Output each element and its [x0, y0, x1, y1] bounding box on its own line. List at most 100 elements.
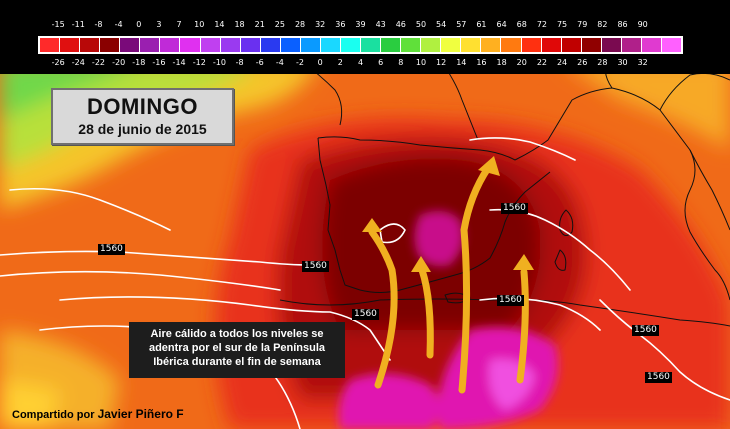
- title-box: DOMINGO 28 de junio de 2015: [51, 88, 234, 145]
- legend-swatch: [100, 38, 120, 52]
- legend-swatch: [340, 38, 360, 52]
- color-scale-legend: -15 -11 -8 -4 0 3 7 10 14 18 21 25 28 32 36 39 43 46 50 54 5…: [0, 0, 730, 74]
- legend-tick-label: 50: [415, 20, 427, 29]
- legend-tick-label: 25: [274, 20, 285, 29]
- legend-tick-label: 26: [577, 58, 588, 67]
- legend-tick-label: 57: [456, 20, 467, 29]
- legend-top-tick-labels: -15 -11 -8 -4 0 3 7 10 14 18 21 25 28 32 36 39 43 46 50 54 5…: [0, 20, 730, 32]
- legend-swatch: [581, 38, 601, 52]
- legend-swatch: [501, 38, 521, 52]
- legend-swatch: [641, 38, 661, 52]
- contour-label: 1560: [632, 325, 659, 336]
- title-day: DOMINGO: [86, 94, 199, 119]
- legend-tick-label: 24: [556, 58, 568, 67]
- annotation-line: Ibérica durante el fin de semana: [153, 356, 321, 368]
- legend-swatch: [200, 38, 220, 52]
- contour-label: 1560: [302, 261, 329, 272]
- contour-label: 1560: [501, 203, 528, 214]
- legend-swatch: [461, 38, 481, 52]
- legend-tick-label: -4: [275, 58, 284, 67]
- legend-tick-label: 39: [355, 20, 366, 29]
- legend-tick-label: 14: [456, 58, 467, 67]
- contour-label: 1560: [352, 309, 379, 320]
- legend-tick-label: -16: [152, 58, 166, 67]
- legend-swatch: [661, 38, 681, 52]
- legend-tick-label: 20: [516, 58, 527, 67]
- legend-tick-label: 32: [637, 58, 648, 67]
- legend-swatch: [481, 38, 501, 52]
- legend-tick-label: 64: [496, 20, 507, 29]
- legend-tick-label: 4: [357, 58, 364, 67]
- annotation-line: Aire cálido a todos los niveles se: [150, 328, 324, 340]
- legend-tick-label: 16: [476, 58, 487, 67]
- legend-swatch: [180, 38, 200, 52]
- legend-tick-label: 36: [335, 20, 346, 29]
- legend-swatch: [621, 38, 641, 52]
- legend-tick-label: 90: [637, 20, 648, 29]
- legend-tick-label: 21: [254, 20, 265, 29]
- legend-tick-label: 68: [516, 20, 527, 29]
- legend-tick-label: 46: [395, 20, 406, 29]
- legend-tick-label: 7: [176, 20, 182, 29]
- legend-tick-label: 75: [556, 20, 568, 29]
- legend-swatch: [220, 38, 240, 52]
- legend-swatch: [601, 38, 621, 52]
- legend-tick-label: 43: [375, 20, 386, 29]
- legend-bottom-tick-labels: -26 -24 -22 -20 -18 -16 -14 -12 -10 -8 -6 -4 -2 0 2 4 6 8…: [0, 58, 730, 70]
- legend-tick-label: 14: [214, 20, 225, 29]
- legend-swatch: [120, 38, 140, 52]
- legend-swatch: [521, 38, 541, 52]
- legend-tick-label: 12: [436, 58, 447, 67]
- legend-tick-label: 18: [496, 58, 507, 67]
- credit-name: Javier Piñero F: [97, 407, 184, 421]
- legend-tick-label: 32: [315, 20, 326, 29]
- legend-tick-label: 2: [337, 58, 343, 67]
- legend-tick-label: -2: [296, 58, 305, 67]
- legend-swatch: [320, 38, 340, 52]
- legend-swatch: [280, 38, 300, 52]
- legend-tick-label: 0: [136, 20, 142, 29]
- legend-tick-label: -4: [114, 20, 123, 29]
- legend-tick-label: 82: [597, 20, 608, 29]
- legend-tick-label: -8: [235, 58, 244, 67]
- legend-tick-label: -10: [212, 58, 226, 67]
- legend-tick-label: -22: [91, 58, 106, 67]
- credit-prefix: Compartido por: [12, 409, 95, 421]
- legend-tick-label: 8: [398, 58, 404, 67]
- legend-tick-label: -8: [94, 20, 103, 29]
- legend-swatch: [240, 38, 260, 52]
- legend-swatch: [80, 38, 100, 52]
- legend-tick-label: 10: [415, 58, 427, 67]
- legend-tick-label: 72: [536, 20, 547, 29]
- legend-swatch-bar: [38, 36, 683, 54]
- legend-tick-label: 6: [378, 58, 384, 67]
- contour-label: 1560: [645, 372, 672, 383]
- legend-swatch: [381, 38, 401, 52]
- legend-tick-label: -11: [71, 20, 85, 29]
- legend-swatch: [541, 38, 561, 52]
- credit-line: Compartido por Javier Piñero F: [12, 407, 184, 421]
- legend-swatch: [60, 38, 80, 52]
- legend-tick-label: 54: [436, 20, 447, 29]
- legend-swatch: [260, 38, 280, 52]
- legend-tick-label: -15: [51, 20, 65, 29]
- legend-tick-label: -24: [71, 58, 85, 67]
- legend-tick-label: -12: [192, 58, 206, 67]
- legend-tick-label: 22: [536, 58, 547, 67]
- legend-tick-label: 0: [317, 58, 323, 67]
- legend-tick-label: -26: [51, 58, 65, 67]
- annotation-box: Aire cálido a todos los niveles se adent…: [129, 322, 345, 378]
- legend-swatch: [561, 38, 581, 52]
- legend-swatch: [441, 38, 461, 52]
- title-date: 28 de junio de 2015: [78, 121, 207, 137]
- contour-label: 1560: [98, 244, 125, 255]
- legend-tick-label: 18: [234, 20, 245, 29]
- legend-tick-label: 79: [577, 20, 588, 29]
- legend-tick-label: 61: [476, 20, 487, 29]
- legend-swatch: [361, 38, 381, 52]
- legend-tick-label: -14: [172, 58, 186, 67]
- legend-tick-label: 86: [617, 20, 628, 29]
- legend-swatch: [421, 38, 441, 52]
- legend-swatch: [401, 38, 421, 52]
